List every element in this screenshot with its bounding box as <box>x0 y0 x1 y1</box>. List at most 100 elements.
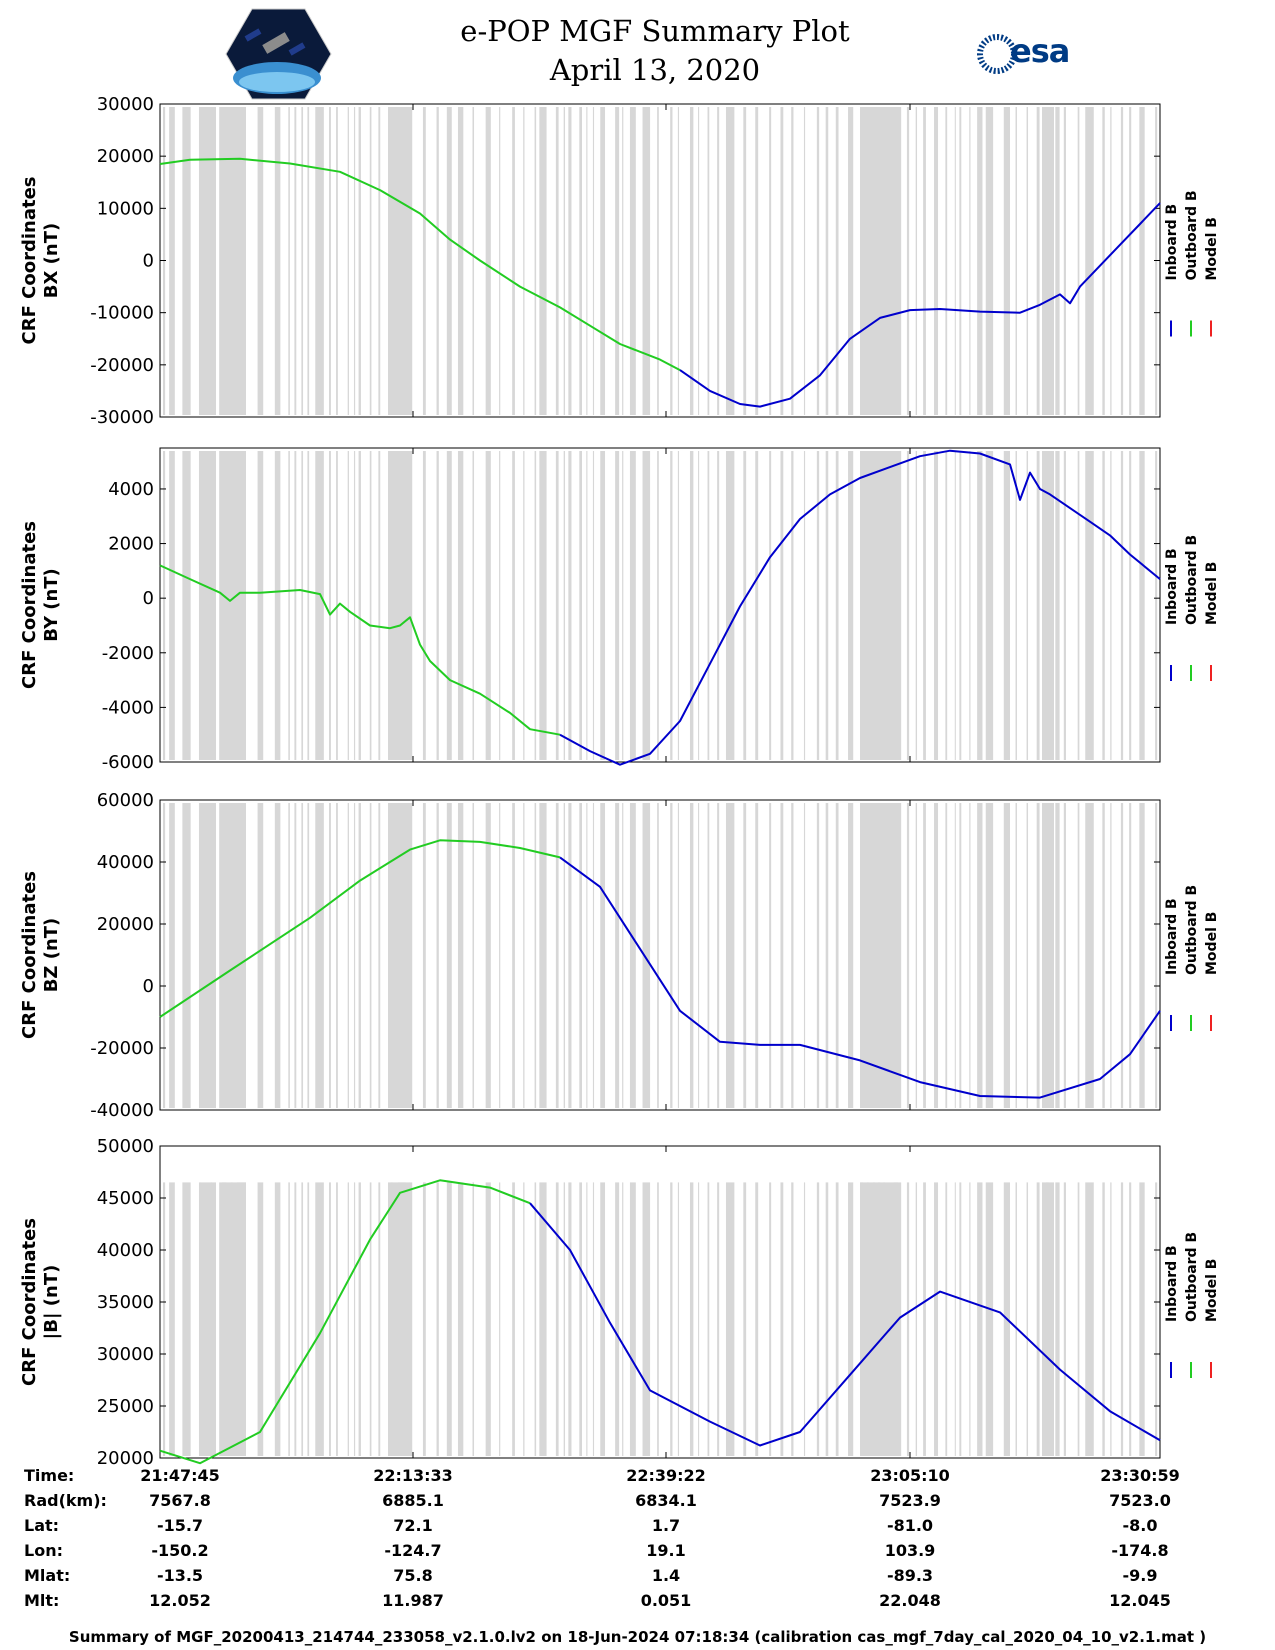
gray-band <box>1077 1182 1080 1456</box>
gray-band <box>791 803 794 1108</box>
info-value: 21:47:45 <box>140 1466 220 1485</box>
gray-band <box>579 1182 582 1456</box>
gray-band <box>835 451 839 760</box>
gray-band <box>954 107 956 415</box>
footer-summary: Summary of MGF_20200413_214744_233058_v2… <box>68 1628 1207 1646</box>
y-axis-label-line1: CRF Coordinates <box>19 177 40 345</box>
gray-band <box>780 107 784 415</box>
gray-band <box>945 451 948 760</box>
gray-band <box>816 803 820 1108</box>
gray-band <box>860 451 898 760</box>
info-value: 1.4 <box>651 1566 681 1585</box>
gray-band <box>743 803 747 1108</box>
gray-band <box>743 107 747 415</box>
info-value: 12.052 <box>149 1591 211 1610</box>
gray-band <box>1003 803 1011 1108</box>
gray-band <box>915 451 918 760</box>
y-tick-label: 30000 <box>97 1344 154 1365</box>
gray-band <box>568 451 572 760</box>
info-value: -9.9 <box>1122 1566 1158 1585</box>
gray-band <box>301 107 304 415</box>
gray-band <box>860 107 898 415</box>
gray-band <box>600 107 606 415</box>
gray-band <box>294 1182 297 1456</box>
gray-band <box>436 1182 439 1456</box>
gray-band <box>1102 451 1105 760</box>
gray-band <box>1077 451 1080 760</box>
gray-band <box>485 1182 491 1456</box>
gray-band <box>353 107 356 415</box>
gray-band <box>169 1182 175 1456</box>
gray-band <box>301 803 304 1108</box>
gray-band <box>906 107 910 415</box>
gray-band <box>915 803 918 1108</box>
gray-band <box>1026 803 1029 1108</box>
gray-band <box>954 451 956 760</box>
plot-date: April 13, 2020 <box>549 53 761 87</box>
gray-band <box>923 1182 926 1456</box>
info-value: -150.2 <box>151 1541 209 1560</box>
y-tick-label: 0 <box>143 588 154 609</box>
gray-band <box>472 803 475 1108</box>
gray-band <box>182 107 191 415</box>
gray-band <box>499 803 501 1108</box>
gray-band <box>512 451 515 760</box>
gray-band <box>182 451 191 760</box>
gray-band <box>743 451 747 760</box>
gray-band <box>358 803 361 1108</box>
gray-band <box>923 451 926 760</box>
gray-band <box>274 1182 281 1456</box>
y-tick-label: 40000 <box>97 852 154 873</box>
gray-band <box>1085 1182 1094 1456</box>
gray-band <box>1003 107 1011 415</box>
panel-3: -40000 -20000 0 20000 40000 60000 CRF Coordina… <box>19 790 1220 1121</box>
axes-frame <box>159 447 1161 763</box>
gray-band <box>512 803 515 1108</box>
gray-band <box>457 803 464 1108</box>
gray-band <box>499 1182 501 1456</box>
gray-band <box>353 1182 356 1456</box>
gray-band <box>523 451 525 760</box>
gray-band <box>717 803 720 1108</box>
legend-label: Model B <box>1204 217 1220 280</box>
gray-band <box>689 1182 694 1456</box>
gray-band <box>499 451 501 760</box>
gray-band <box>769 107 772 415</box>
gray-band <box>485 803 491 1108</box>
gray-band <box>1015 803 1017 1108</box>
gray-band <box>1026 1182 1029 1456</box>
gray-band <box>1055 1182 1060 1456</box>
gray-band <box>358 1182 361 1456</box>
legend-label: Model B <box>1204 562 1220 625</box>
gray-band <box>1085 107 1094 415</box>
gray-band <box>848 1182 854 1456</box>
gray-band <box>1120 451 1124 760</box>
gray-band <box>1120 1182 1124 1456</box>
gray-band <box>592 1182 595 1456</box>
gray-band <box>803 451 806 760</box>
y-axis-label-line1: CRF Coordinates <box>19 521 40 689</box>
gray-band <box>1102 1182 1105 1456</box>
y-tick-label: -10000 <box>90 303 154 324</box>
y-axis-label-line2: BX (nT) <box>41 223 62 298</box>
gray-band <box>985 451 994 760</box>
gray-band <box>755 1182 759 1456</box>
gray-band <box>622 803 624 1108</box>
gray-band <box>657 107 659 415</box>
legend-label: Outboard B <box>1184 190 1200 280</box>
gray-band <box>288 803 290 1108</box>
gray-band <box>860 803 898 1108</box>
gray-band <box>257 1182 264 1456</box>
y-tick-label: -30000 <box>90 407 154 428</box>
gray-band <box>539 451 547 760</box>
panel-4: 20000 25000 30000 35000 40000 45000 50000 CRF C… <box>19 1136 1220 1466</box>
gray-band <box>629 803 636 1108</box>
y-tick-label: 50000 <box>97 1136 154 1157</box>
info-value: 1.7 <box>651 1516 681 1535</box>
gray-band <box>791 107 794 415</box>
gray-band <box>347 803 349 1108</box>
gray-band <box>677 107 680 415</box>
gray-band <box>848 803 854 1108</box>
gray-band <box>934 803 939 1108</box>
gray-band <box>315 107 324 415</box>
